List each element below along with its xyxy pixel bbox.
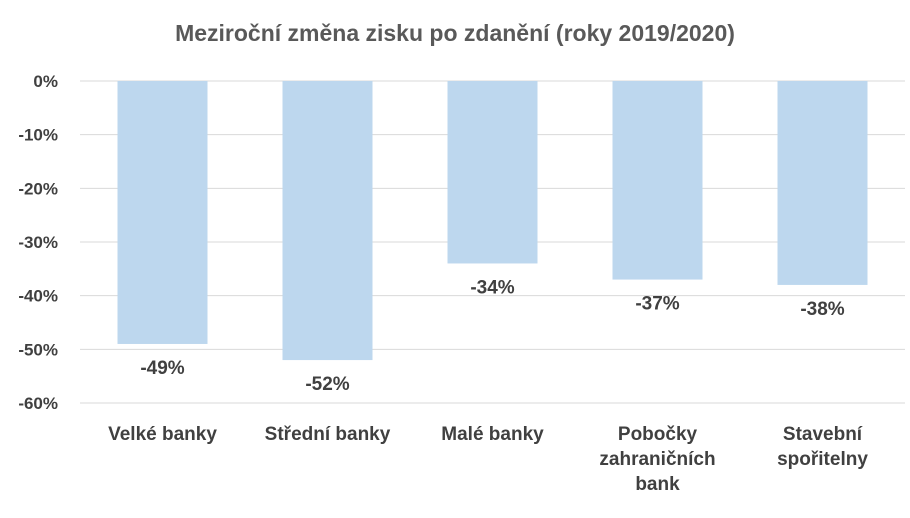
y-tick-label: -40% — [18, 287, 58, 306]
category-label: Střední banky — [265, 424, 391, 445]
category-label-line: Pobočky — [618, 424, 698, 445]
y-tick-label: -50% — [18, 340, 58, 359]
category-label-line: Velké banky — [108, 424, 217, 445]
data-label: -49% — [140, 358, 184, 379]
bar — [612, 81, 703, 280]
data-label: -34% — [470, 277, 514, 298]
category-label: Velké banky — [108, 424, 217, 445]
category-label-line: bank — [635, 474, 680, 495]
category-label: Stavební spořitelny — [777, 424, 868, 470]
y-tick-label: -20% — [18, 179, 58, 198]
category-label-line: Malé banky — [441, 424, 544, 445]
category-label-line: Stavební — [783, 424, 863, 445]
chart-title: Meziroční změna zisku po zdanění (roky 2… — [175, 20, 735, 46]
category-label-line: spořitelny — [777, 449, 868, 470]
bar — [117, 81, 208, 344]
category-label: Pobočky zahraničních bank — [599, 424, 715, 495]
y-tick-label: -10% — [18, 126, 58, 145]
bar — [282, 81, 373, 361]
y-tick-label: 0% — [33, 72, 58, 91]
category-label-line: zahraničních — [599, 449, 715, 470]
data-label: -38% — [800, 299, 844, 320]
category-label-line: Střední banky — [265, 424, 391, 445]
category-label: Malé banky — [441, 424, 544, 445]
data-label: -52% — [305, 374, 349, 395]
y-tick-label: -30% — [18, 233, 58, 252]
data-label: -37% — [635, 294, 679, 315]
bar — [777, 81, 868, 285]
bar — [447, 81, 538, 264]
y-tick-label: -60% — [18, 394, 58, 413]
